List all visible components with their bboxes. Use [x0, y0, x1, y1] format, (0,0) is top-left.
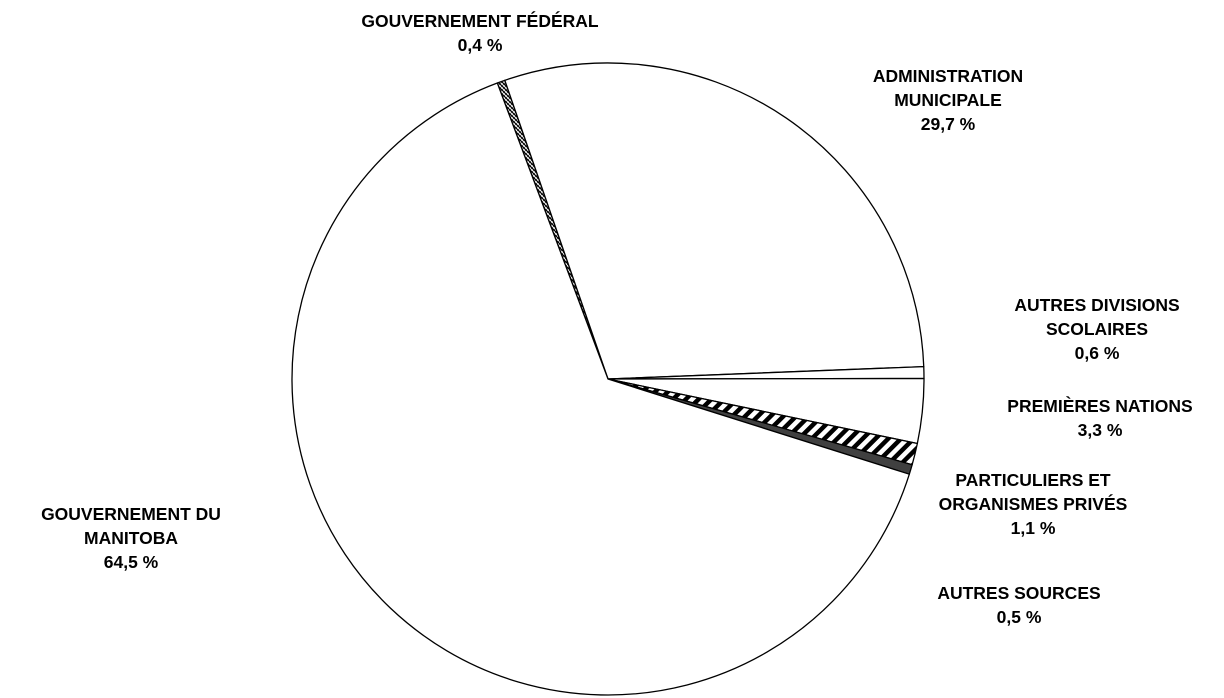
slice-name-line: MUNICIPALE: [894, 90, 1002, 110]
slice-name-line: GOUVERNEMENT FÉDÉRAL: [361, 10, 599, 31]
slice-value: 29,7 %: [921, 114, 976, 134]
slice-name-line: GOUVERNEMENT DU: [41, 504, 221, 524]
slice-label-3: AUTRES DIVISIONS SCOLAIRES 0,6 %: [1014, 295, 1179, 363]
slice-name-line: AUTRES DIVISIONS: [1014, 295, 1179, 315]
slice-name-line: PARTICULIERS ET: [955, 470, 1111, 490]
slice-value: 64,5 %: [104, 552, 159, 572]
slice-label-1: GOUVERNEMENT FÉDÉRAL 0,4 %: [361, 10, 599, 55]
slice-value: 3,3 %: [1078, 420, 1123, 440]
slice-label-6: AUTRES SOURCES 0,5 %: [937, 583, 1100, 627]
slice-name-line: PREMIÈRES NATIONS: [1007, 395, 1192, 416]
slice-label-4: PREMIÈRES NATIONS 3,3 %: [1007, 395, 1192, 440]
slice-name-line: AUTRES SOURCES: [937, 583, 1100, 603]
slice-value: 0,6 %: [1075, 343, 1120, 363]
slice-label-7: GOUVERNEMENT DU MANITOBA 64,5 %: [41, 504, 221, 572]
slice-name-line: SCOLAIRES: [1046, 319, 1148, 339]
slice-value: 0,5 %: [997, 607, 1042, 627]
slice-name-line: ORGANISMES PRIVÉS: [939, 493, 1128, 514]
slice-name-line: MANITOBA: [84, 528, 178, 548]
slice-label-5: PARTICULIERS ET ORGANISMES PRIVÉS 1,1 %: [939, 470, 1128, 538]
slice-label-2: ADMINISTRATION MUNICIPALE 29,7 %: [873, 66, 1023, 134]
pie-slice-7: [291, 82, 910, 696]
pie-slice-2: [504, 62, 925, 380]
slice-value: 0,4 %: [458, 35, 503, 55]
slice-name-line: ADMINISTRATION: [873, 66, 1023, 86]
slice-value: 1,1 %: [1011, 518, 1056, 538]
